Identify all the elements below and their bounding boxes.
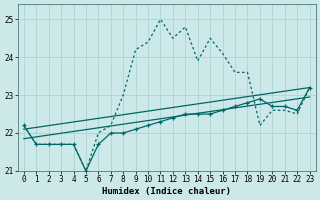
X-axis label: Humidex (Indice chaleur): Humidex (Indice chaleur) (102, 187, 231, 196)
